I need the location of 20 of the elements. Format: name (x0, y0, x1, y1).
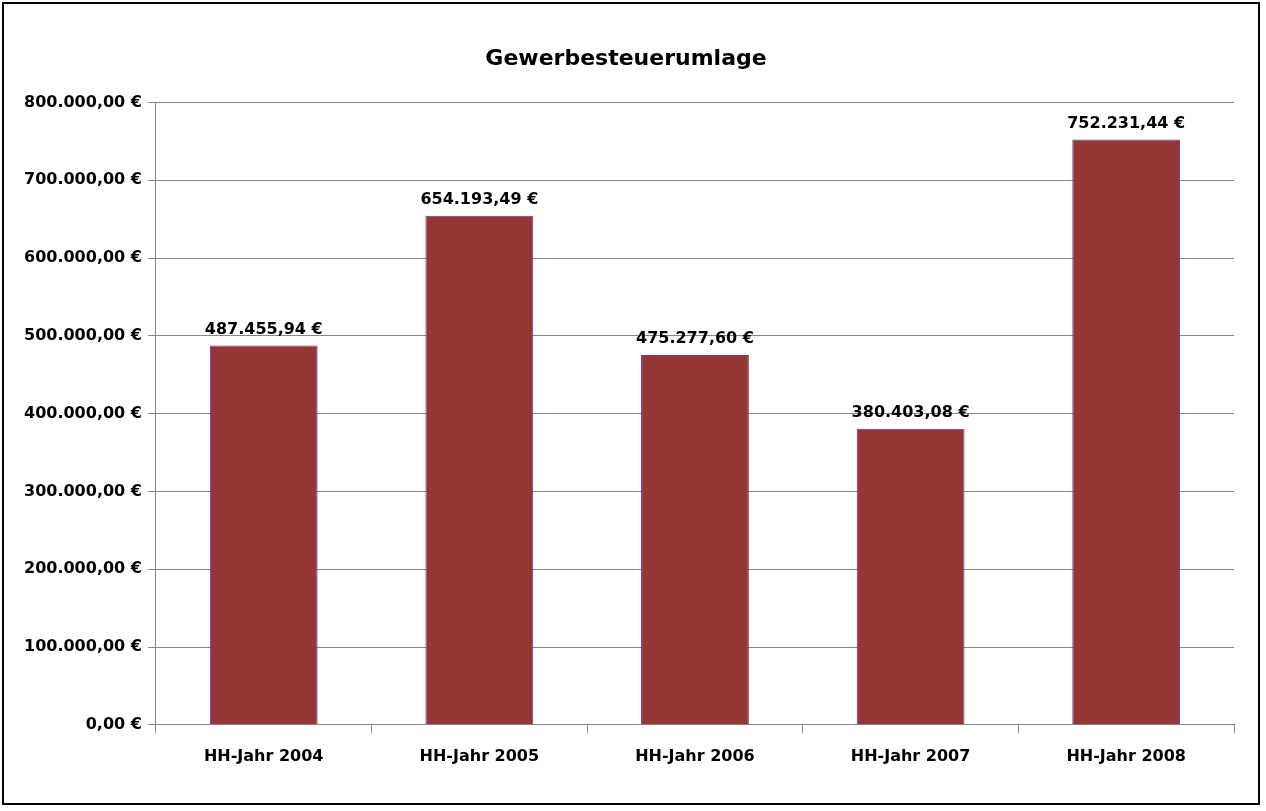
y-tick-label: 400.000,00 € (24, 402, 142, 422)
data-label: 752.231,44 € (1067, 112, 1186, 132)
x-tick-label: HH-Jahr 2008 (1066, 745, 1186, 765)
x-tick-label: HH-Jahr 2004 (203, 745, 324, 765)
y-tick-label: 800.000,00 € (24, 91, 142, 111)
y-tick-label: 700.000,00 € (24, 169, 142, 189)
y-tick-label: 100.000,00 € (24, 636, 142, 656)
data-label: 654.193,49 € (420, 188, 539, 208)
data-label: 487.455,94 € (204, 318, 323, 338)
x-tick-label: HH-Jahr 2006 (635, 745, 755, 765)
x-tick-label: HH-Jahr 2007 (850, 745, 971, 765)
data-label: 475.277,60 € (636, 328, 754, 348)
y-tick-label: 0,00 € (85, 713, 142, 733)
y-tick-label: 200.000,00 € (24, 558, 142, 578)
y-tick-label: 300.000,00 € (24, 480, 142, 500)
data-label: 380.403,08 € (851, 402, 970, 421)
x-tick-label: HH-Jahr 2005 (419, 745, 540, 765)
chart-title: Gewerbesteuerumlage (485, 44, 767, 70)
y-tick-label: 500.000,00 € (24, 324, 142, 344)
y-tick-label: 600.000,00 € (24, 247, 142, 267)
